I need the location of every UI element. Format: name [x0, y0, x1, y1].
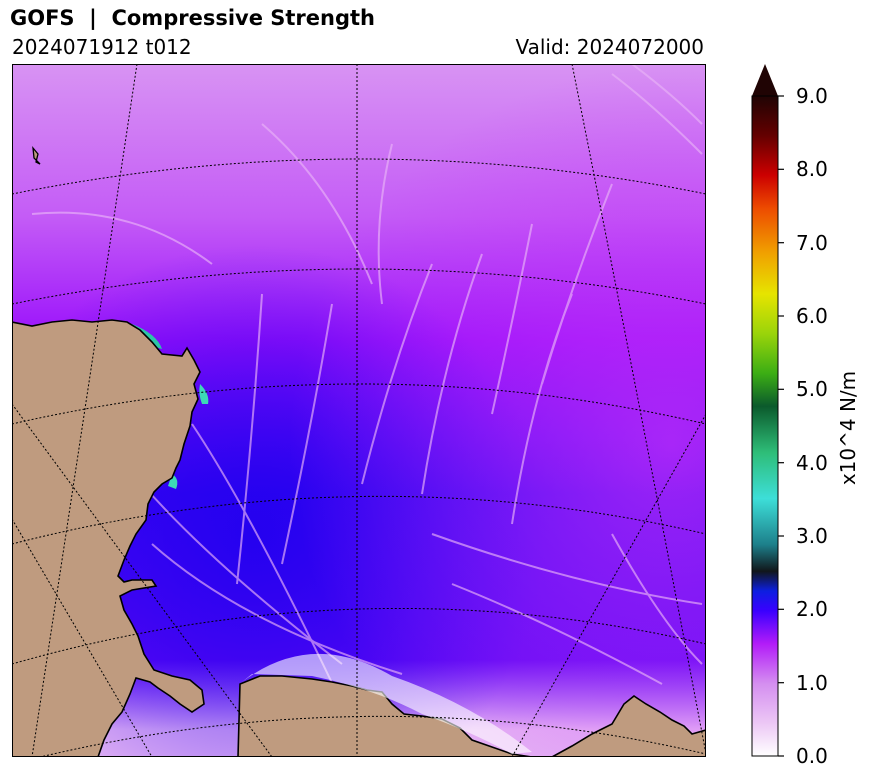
island [32, 145, 41, 165]
run-label: 2024071912 t012 [12, 35, 192, 59]
colorbar-tick-1: 1.0 [796, 671, 828, 695]
sea-ice-map [12, 64, 706, 757]
colorbar-tick-7: 7.0 [796, 231, 828, 255]
colorbar-tick-0: 0.0 [796, 744, 828, 768]
graticule [12, 64, 706, 757]
colorbar-tick-4: 4.0 [796, 451, 828, 475]
colorbar-tick-8: 8.0 [796, 157, 828, 181]
colorbar-tick-6: 6.0 [796, 304, 828, 328]
colorbar-units-label: x10^4 N/m [836, 370, 860, 486]
colorbar-tick-5: 5.0 [796, 377, 828, 401]
colorbar-gradient [751, 95, 779, 757]
map-title: GOFS | Compressive Strength [10, 6, 375, 30]
ice-leads [31, 64, 703, 705]
colorbar-tick-9: 9.0 [796, 84, 828, 108]
colorbar [751, 64, 784, 757]
valid-time-label: Valid: 2024072000 [515, 35, 704, 59]
colorbar-tick-2: 2.0 [796, 597, 828, 621]
west-landmass [12, 319, 205, 757]
colorbar-tick-3: 3.0 [796, 524, 828, 548]
colorbar-extend-triangle [752, 64, 778, 96]
